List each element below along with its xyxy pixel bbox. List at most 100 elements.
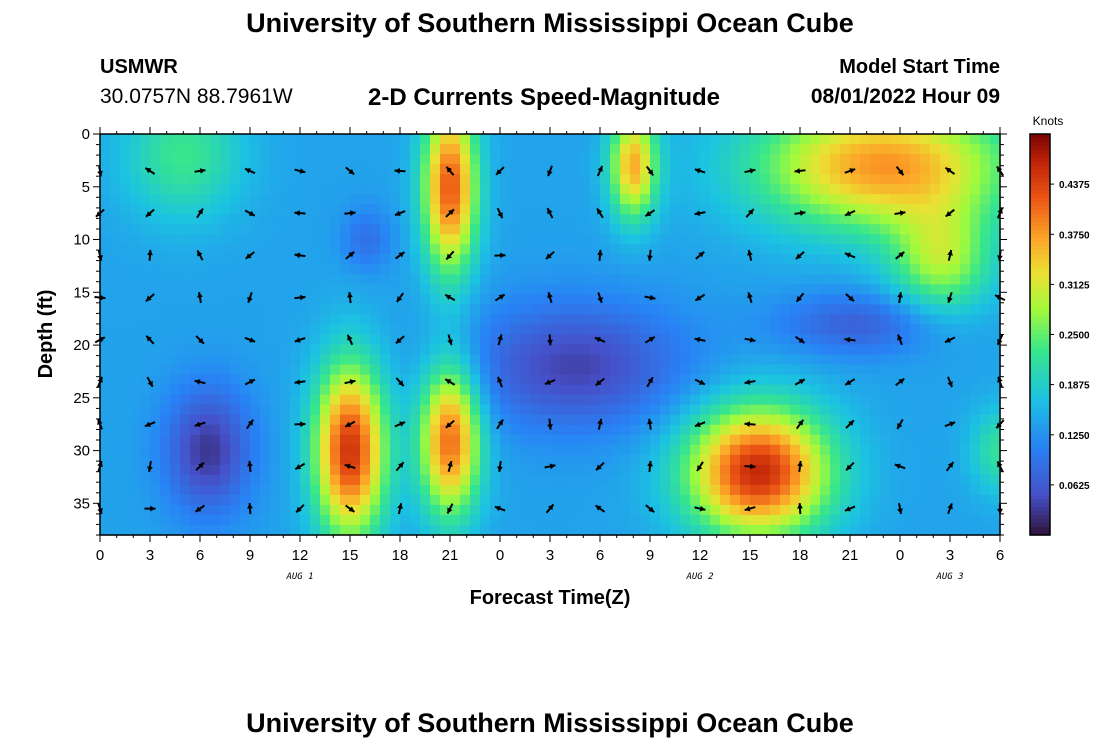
heatmap-cell xyxy=(480,174,491,185)
heatmap-cell xyxy=(820,464,831,476)
colorbar-segment xyxy=(1030,418,1050,424)
heatmap-cell xyxy=(860,184,871,195)
heatmap-cell xyxy=(860,434,871,446)
heatmap-cell xyxy=(740,194,751,205)
current-vector xyxy=(197,291,203,304)
heatmap-cell xyxy=(460,434,471,446)
heatmap-cell xyxy=(830,284,841,296)
heatmap-cell xyxy=(650,494,661,506)
heatmap-cell xyxy=(710,134,721,145)
heatmap-cell xyxy=(610,514,621,526)
heatmap-cell xyxy=(290,384,301,396)
heatmap-cell xyxy=(830,174,841,185)
heatmap-cell xyxy=(540,454,551,466)
current-vector xyxy=(545,503,555,514)
vector-head xyxy=(447,461,453,467)
heatmap-cell xyxy=(230,344,241,356)
heatmap-cell xyxy=(240,444,251,456)
heatmap-cell xyxy=(550,304,561,316)
heatmap-cell xyxy=(510,434,521,446)
heatmap-cell xyxy=(400,224,411,235)
heatmap-cell xyxy=(160,454,171,466)
heatmap-cell xyxy=(930,134,941,145)
heatmap-cell xyxy=(820,514,831,526)
colorbar-segment xyxy=(1030,486,1050,492)
heatmap-cell xyxy=(920,514,931,526)
heatmap-cell xyxy=(280,194,291,205)
heatmap-cell xyxy=(190,164,201,175)
heatmap-cell xyxy=(970,384,981,396)
heatmap-cell xyxy=(200,134,211,145)
heatmap-cell xyxy=(180,244,191,255)
heatmap-cell xyxy=(110,234,121,245)
heatmap-cell xyxy=(550,214,561,225)
heatmap-cell xyxy=(120,304,131,316)
heatmap-cell xyxy=(340,194,351,205)
heatmap-cell xyxy=(170,274,181,285)
heatmap-cell xyxy=(540,184,551,195)
vector-head xyxy=(396,296,403,302)
heatmap-cell xyxy=(870,414,881,426)
heatmap-cell xyxy=(380,484,391,496)
heatmap-cell xyxy=(580,364,591,376)
heatmap-cell xyxy=(570,294,581,306)
heatmap-cell xyxy=(640,434,651,446)
heatmap-cell xyxy=(350,464,361,476)
heatmap-cell xyxy=(530,464,541,476)
heatmap-cell xyxy=(520,374,531,386)
heatmap-cell xyxy=(940,524,951,536)
heatmap-cell xyxy=(330,374,341,386)
heatmap-cell xyxy=(630,154,641,165)
heatmap-cell xyxy=(710,314,721,326)
heatmap-cell xyxy=(480,404,491,416)
heatmap-cell xyxy=(820,184,831,195)
heatmap-cell xyxy=(440,274,451,285)
heatmap-cell xyxy=(480,274,491,285)
heatmap-cell xyxy=(340,154,351,165)
heatmap-cell xyxy=(650,394,661,406)
heatmap-cell xyxy=(360,234,371,245)
heatmap-cell xyxy=(610,324,621,336)
heatmap-cell xyxy=(320,404,331,416)
heatmap-cell xyxy=(840,214,851,225)
heatmap-cell xyxy=(390,514,401,526)
heatmap-cell xyxy=(500,274,511,285)
heatmap-cell xyxy=(370,464,381,476)
heatmap-cell xyxy=(420,274,431,285)
heatmap-cell xyxy=(270,164,281,175)
heatmap-cell xyxy=(970,284,981,296)
heatmap-cell xyxy=(270,324,281,336)
heatmap-cell xyxy=(490,244,501,255)
heatmap-cell xyxy=(600,374,611,386)
current-vector xyxy=(395,292,405,303)
vector-head xyxy=(796,295,803,302)
heatmap-cell xyxy=(310,244,321,255)
heatmap-cell xyxy=(900,264,911,275)
heatmap-cell xyxy=(800,304,811,316)
heatmap-cell xyxy=(290,514,301,526)
heatmap-cell xyxy=(110,494,121,506)
heatmap-cell xyxy=(520,134,531,145)
heatmap-cell xyxy=(550,244,561,255)
heatmap-cell xyxy=(470,354,481,366)
heatmap-cell xyxy=(710,234,721,245)
heatmap-cell xyxy=(500,254,511,265)
heatmap-cell xyxy=(470,374,481,386)
heatmap-cell xyxy=(790,284,801,296)
heatmap-cell xyxy=(480,244,491,255)
heatmap-cell xyxy=(530,154,541,165)
heatmap-cell xyxy=(930,174,941,185)
heatmap-cell xyxy=(740,244,751,255)
day-label: AUG 2 xyxy=(685,572,713,582)
heatmap-cell xyxy=(650,384,661,396)
heatmap-cell xyxy=(570,234,581,245)
heatmap-cell xyxy=(380,494,391,506)
heatmap-cell xyxy=(340,224,351,235)
heatmap-cell xyxy=(880,414,891,426)
heatmap-cell xyxy=(200,364,211,376)
heatmap-cell xyxy=(990,284,1001,296)
heatmap-cell xyxy=(920,324,931,336)
heatmap-cell xyxy=(290,204,301,215)
heatmap-cell xyxy=(760,344,771,356)
heatmap-cell xyxy=(540,304,551,316)
